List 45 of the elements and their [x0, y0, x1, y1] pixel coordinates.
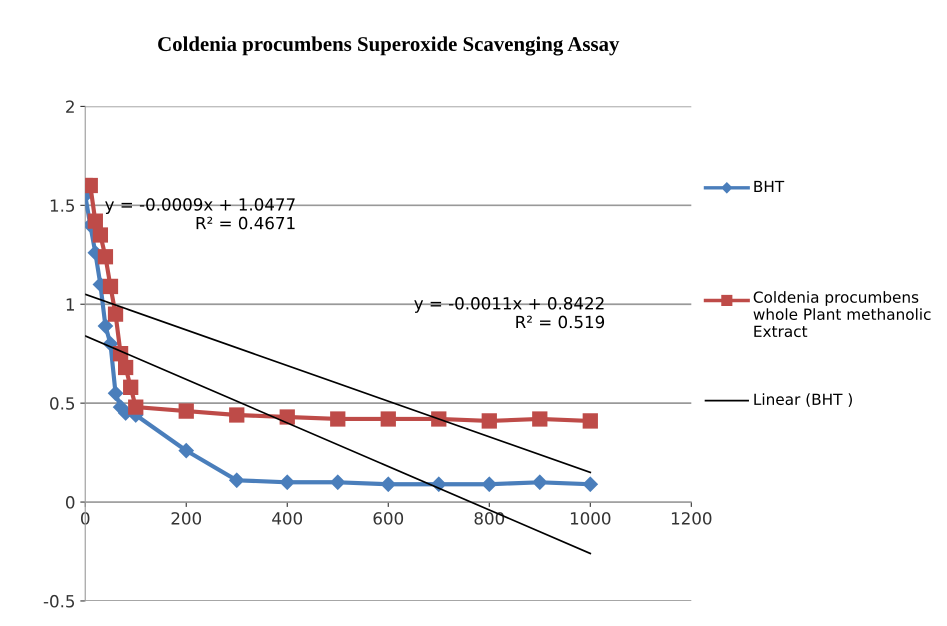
point — [123, 380, 138, 395]
annotation: y = -0.0009x + 1.0477 R² = 0.4671 — [105, 198, 295, 230]
x-tick-label: 600 — [374, 512, 404, 525]
y-tick-label: 0.5 — [50, 397, 74, 410]
legend-label: BHT — [754, 180, 784, 192]
point — [102, 278, 118, 294]
point — [98, 249, 114, 264]
point — [532, 474, 548, 490]
y-tick-label: -0.5 — [44, 594, 74, 608]
point — [128, 399, 144, 415]
annotation: y = -0.0011x + 0.8422 R² = 0.519 — [414, 297, 604, 328]
x-tick-label: 800 — [474, 512, 504, 525]
point — [178, 403, 194, 419]
legend-label: Linear (BHT ) — [754, 393, 852, 407]
x-tick-label: 400 — [272, 512, 302, 525]
point — [582, 476, 598, 492]
point — [482, 476, 497, 492]
chart-title: Coldenia procumbens Superoxide Scavenging Assay — [158, 36, 620, 56]
point — [229, 407, 244, 423]
y-tick-label: 0 — [66, 496, 74, 509]
point — [118, 360, 134, 376]
x-tick-label: 1000 — [570, 512, 610, 525]
point — [92, 227, 108, 243]
x-tick-label: 200 — [172, 512, 202, 525]
point — [229, 472, 244, 488]
legend-label: Coldenia procumbens whole Plant methanolic Extract — [754, 291, 931, 338]
point — [108, 306, 124, 322]
point — [380, 411, 396, 427]
point — [380, 476, 396, 492]
y-tick-label: 1.5 — [50, 200, 74, 212]
point — [98, 318, 113, 334]
point — [482, 413, 497, 429]
y-tick-label: 2 — [66, 100, 74, 113]
x-tick-label: 0 — [81, 512, 90, 525]
point — [178, 443, 194, 458]
point — [330, 474, 346, 490]
point — [280, 409, 295, 425]
y-tick-label: 1 — [66, 298, 74, 311]
point — [88, 214, 103, 229]
point — [108, 386, 124, 401]
point — [582, 413, 598, 429]
point — [280, 474, 295, 490]
point — [330, 411, 346, 427]
point — [532, 411, 548, 427]
x-tick-label: 1200 — [672, 512, 712, 525]
